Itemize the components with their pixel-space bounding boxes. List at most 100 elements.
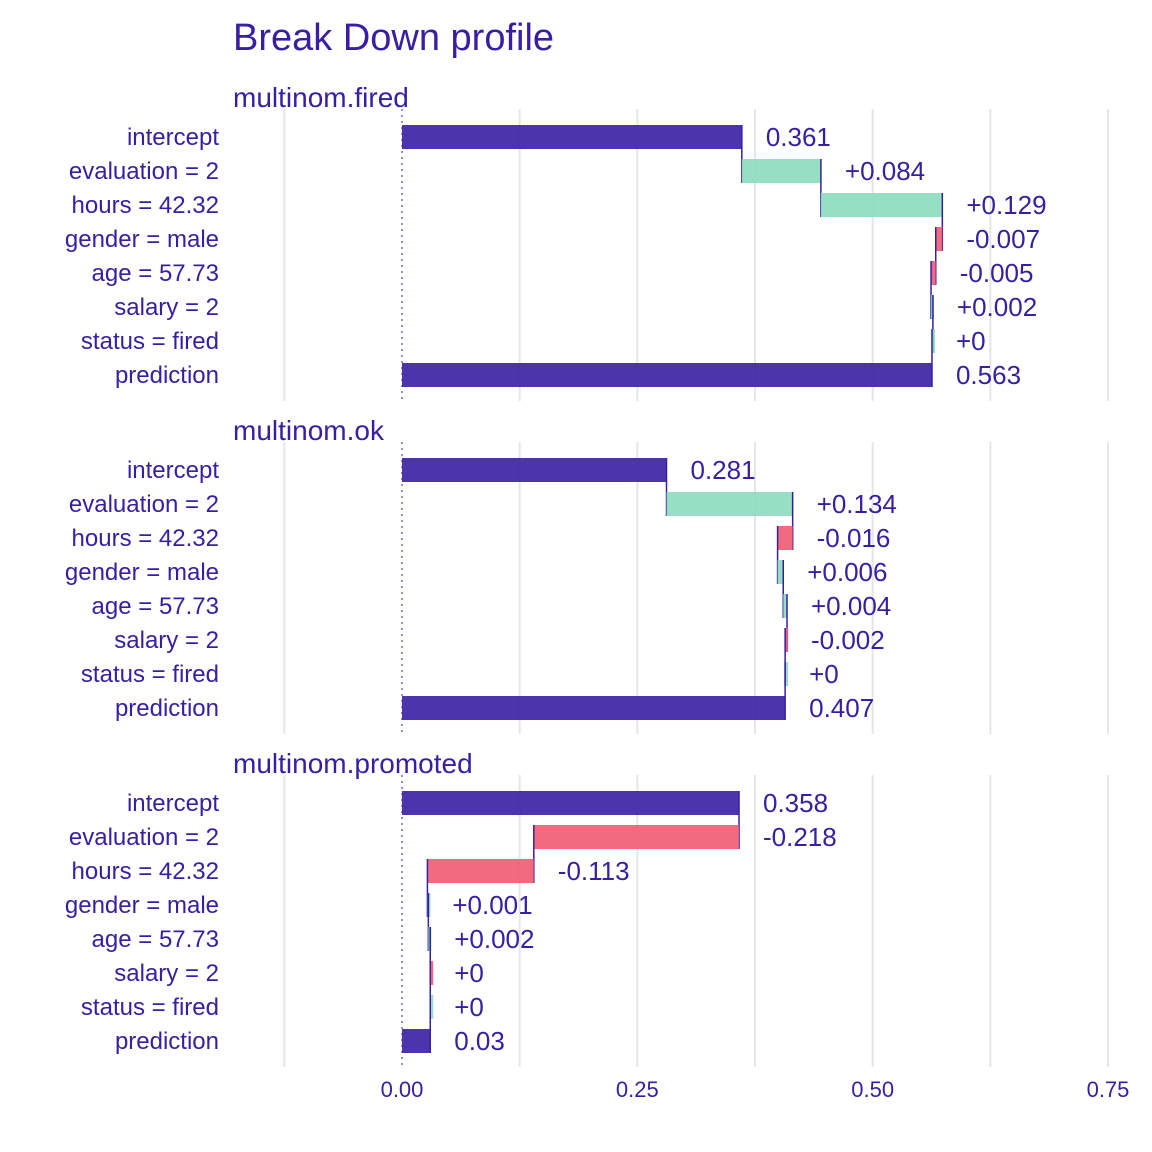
row-label: salary = 2 xyxy=(114,960,219,987)
bar xyxy=(777,560,784,584)
value-label: +0 xyxy=(956,326,986,356)
row-label: evaluation = 2 xyxy=(69,158,219,185)
row-label: hours = 42.32 xyxy=(72,858,219,885)
panel-multinom-ok: multinom.ok intercept 0.281 evaluation = 2 +… xyxy=(65,415,1109,734)
row-label: prediction xyxy=(115,695,219,722)
row-label: gender = male xyxy=(65,559,219,586)
bar xyxy=(402,791,739,815)
breakdown-row: age = 57.73 -0.005 xyxy=(92,258,1033,319)
row-label: salary = 2 xyxy=(114,627,219,654)
value-label: -0.002 xyxy=(811,625,885,655)
panel-grid xyxy=(283,775,1109,1067)
bar xyxy=(666,492,793,516)
bar xyxy=(785,628,789,652)
bar xyxy=(931,329,935,353)
breakdown-row: gender = male -0.007 xyxy=(65,224,1040,285)
bar xyxy=(430,995,434,1019)
panel-grid xyxy=(283,442,1109,734)
breakdown-row: salary = 2 +0.002 xyxy=(114,292,1037,353)
breakdown-row: age = 57.73 +0.004 xyxy=(92,591,891,652)
bar xyxy=(427,859,534,883)
value-label: -0.016 xyxy=(817,523,891,553)
value-label: +0.129 xyxy=(966,190,1046,220)
panels-layer: multinom.fired intercept 0.361 evaluation =… xyxy=(65,82,1109,1067)
value-label: +0.001 xyxy=(452,890,532,920)
bar xyxy=(820,193,943,217)
row-label: hours = 42.32 xyxy=(72,192,219,219)
breakdown-row: hours = 42.32 -0.113 xyxy=(72,856,630,917)
x-tick-label: 0.00 xyxy=(381,1077,424,1102)
value-label: +0.004 xyxy=(811,591,891,621)
row-label: prediction xyxy=(115,1028,219,1055)
row-label: evaluation = 2 xyxy=(69,824,219,851)
value-label: -0.113 xyxy=(558,856,630,886)
row-label: age = 57.73 xyxy=(92,260,219,287)
value-label: +0 xyxy=(454,958,484,988)
bar xyxy=(430,961,434,985)
row-label: age = 57.73 xyxy=(92,926,219,953)
bar xyxy=(402,363,932,387)
breakdown-row: salary = 2 -0.002 xyxy=(114,625,885,686)
panel-title: multinom.fired xyxy=(233,82,409,113)
breakdown-row: prediction 0.03 xyxy=(115,1026,505,1056)
bar xyxy=(931,261,936,285)
breakdown-row: status = fired +0 xyxy=(81,659,839,720)
row-label: hours = 42.32 xyxy=(72,525,219,552)
value-label: -0.218 xyxy=(763,822,837,852)
panel-title: multinom.ok xyxy=(233,415,385,446)
value-label: 0.407 xyxy=(809,693,874,723)
panel-title: multinom.promoted xyxy=(233,748,473,779)
row-label: gender = male xyxy=(65,226,219,253)
bar xyxy=(741,159,821,183)
value-label: 0.563 xyxy=(956,360,1021,390)
value-label: +0.002 xyxy=(454,924,534,954)
value-label: +0.084 xyxy=(845,156,925,186)
bar xyxy=(935,227,943,251)
bar xyxy=(402,458,667,482)
value-label: 0.281 xyxy=(691,455,756,485)
breakdown-row: prediction 0.563 xyxy=(115,360,1021,390)
row-label: status = fired xyxy=(81,328,219,355)
breakdown-row: hours = 42.32 +0.129 xyxy=(72,190,1047,251)
row-label: age = 57.73 xyxy=(92,593,219,620)
row-label: gender = male xyxy=(65,892,219,919)
panel-grid xyxy=(283,109,1109,401)
x-tick-label: 0.50 xyxy=(851,1077,894,1102)
breakdown-row: intercept 0.281 xyxy=(127,455,756,516)
bar xyxy=(783,594,788,618)
row-label: status = fired xyxy=(81,994,219,1021)
breakdown-row: salary = 2 +0 xyxy=(114,958,484,1019)
x-tick-label: 0.75 xyxy=(1087,1077,1130,1102)
bar xyxy=(402,125,742,149)
breakdown-row: status = fired +0 xyxy=(81,326,986,387)
value-label: +0 xyxy=(809,659,839,689)
x-axis: 0.00 0.25 0.50 0.75 xyxy=(381,1077,1130,1102)
value-label: +0.134 xyxy=(817,489,897,519)
bar xyxy=(777,526,793,550)
row-label: intercept xyxy=(127,457,219,484)
panel-multinom-promoted: multinom.promoted intercept 0.358 evaluatio… xyxy=(65,748,1109,1067)
value-label: 0.361 xyxy=(766,122,831,152)
breakdown-row: prediction 0.407 xyxy=(115,693,874,723)
value-label: +0.006 xyxy=(807,557,887,587)
row-label: intercept xyxy=(127,124,219,151)
breakdown-row: evaluation = 2 -0.218 xyxy=(69,822,837,883)
value-label: -0.007 xyxy=(966,224,1040,254)
bar xyxy=(402,696,786,720)
bar xyxy=(533,825,739,849)
breakdown-row: evaluation = 2 +0.084 xyxy=(69,156,925,217)
value-label: 0.03 xyxy=(454,1026,505,1056)
row-label: prediction xyxy=(115,362,219,389)
row-label: status = fired xyxy=(81,661,219,688)
breakdown-row: age = 57.73 +0.002 xyxy=(92,924,534,985)
row-label: evaluation = 2 xyxy=(69,491,219,518)
value-label: +0 xyxy=(454,992,484,1022)
panel-multinom-fired: multinom.fired intercept 0.361 evaluation =… xyxy=(65,82,1109,401)
bar xyxy=(402,1029,431,1053)
row-label: salary = 2 xyxy=(114,294,219,321)
breakdown-row: evaluation = 2 +0.134 xyxy=(69,489,897,550)
breakdown-row: intercept 0.358 xyxy=(127,788,828,849)
row-label: intercept xyxy=(127,790,219,817)
